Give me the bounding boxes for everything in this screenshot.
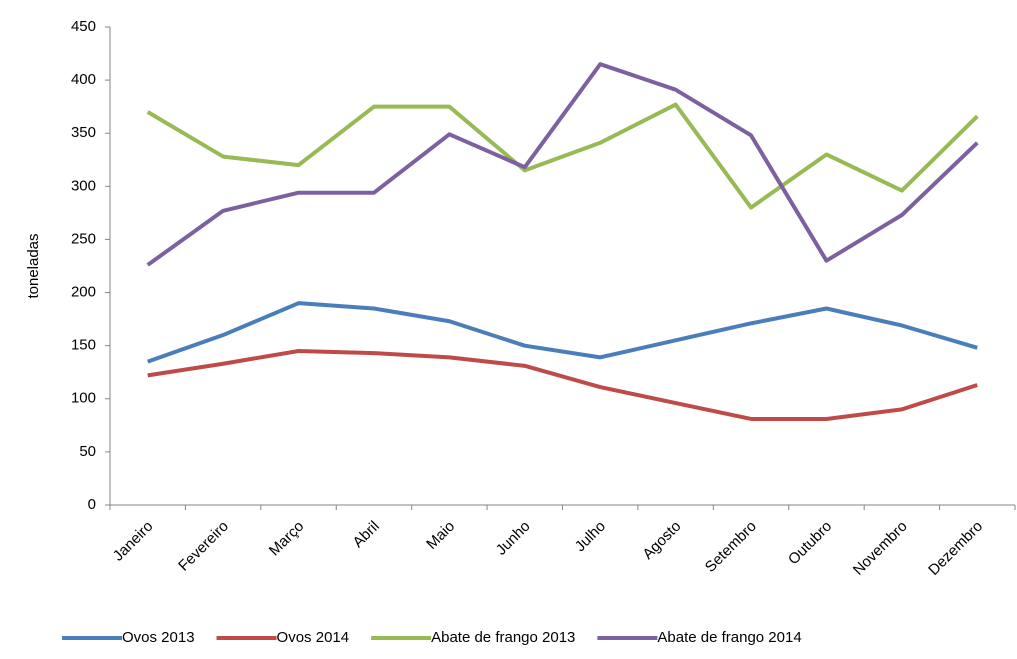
y-tick-label: 350 bbox=[71, 124, 96, 141]
legend-label: Ovos 2014 bbox=[277, 629, 350, 646]
series-line bbox=[146, 102, 979, 210]
series-line bbox=[147, 301, 978, 364]
legend-label: Abate de frango 2013 bbox=[431, 629, 575, 646]
y-tick-label: 400 bbox=[71, 71, 96, 88]
x-tick-label: Dezembro bbox=[925, 518, 986, 579]
series-line bbox=[146, 62, 979, 267]
y-tick-label: 300 bbox=[71, 177, 96, 194]
x-tick-label: Novembro bbox=[850, 518, 911, 579]
y-tick-label: 250 bbox=[71, 230, 96, 247]
x-tick-label: Agosto bbox=[639, 518, 684, 563]
x-tick-label: Maio bbox=[423, 518, 458, 553]
y-tick-label: 150 bbox=[71, 337, 96, 354]
y-tick-label: 200 bbox=[71, 284, 96, 301]
x-tick-label: Julho bbox=[572, 518, 609, 555]
y-axis-label: toneladas bbox=[25, 233, 42, 298]
y-tick-label: 100 bbox=[71, 390, 96, 407]
x-tick-label: Junho bbox=[493, 518, 534, 559]
y-tick-label: 0 bbox=[88, 496, 96, 513]
series-line bbox=[147, 348, 978, 421]
x-tick-label: Abril bbox=[350, 518, 383, 551]
legend-label: Ovos 2013 bbox=[122, 629, 195, 646]
x-tick-label: Fevereiro bbox=[175, 518, 232, 575]
x-tick-label: Janeiro bbox=[110, 518, 157, 565]
y-tick-label: 450 bbox=[71, 18, 96, 35]
x-tick-label: Março bbox=[266, 518, 307, 559]
x-tick-label: Outubro bbox=[785, 518, 835, 568]
y-tick-label: 50 bbox=[79, 443, 96, 460]
legend: Ovos 2013 Ovos 2014 Abate de frango 2013 Ab… bbox=[62, 629, 802, 646]
legend-label: Abate de frango 2014 bbox=[657, 629, 801, 646]
x-tick-label: Setembro bbox=[702, 518, 760, 576]
